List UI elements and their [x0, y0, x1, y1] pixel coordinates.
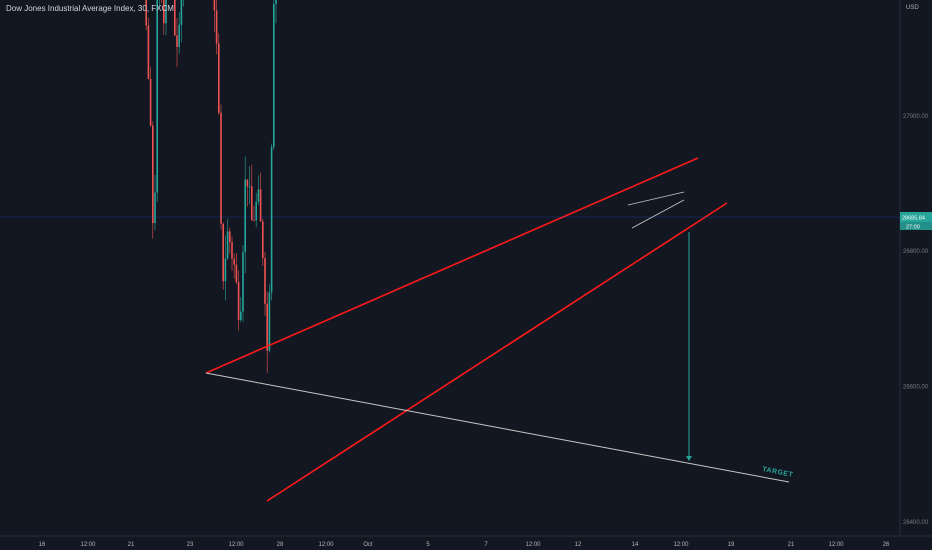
time-tick-label: 12:00 [525, 542, 541, 548]
time-tick-label: 23 [187, 542, 194, 548]
last-price-countdown: 27:00 [906, 225, 920, 231]
candle-up [270, 147, 273, 293]
candle-down [174, 0, 176, 36]
currency-label: USD [906, 5, 919, 11]
candle-down [176, 35, 178, 47]
candle-down [259, 189, 262, 222]
target-arrow-head [686, 456, 692, 461]
time-tick-label: 21 [128, 542, 135, 548]
candle-down [264, 258, 266, 304]
time-tick-label: 26 [883, 542, 890, 548]
drawings: TARGET [205, 157, 794, 502]
candle-up [178, 24, 180, 47]
candle-down [262, 221, 264, 259]
candle-up [275, 0, 277, 5]
candle-down [229, 231, 231, 243]
time-tick-label: 12:00 [228, 542, 244, 548]
candle-up [156, 0, 158, 193]
time-tick-label: 12:00 [318, 542, 334, 548]
time-tick-label: 19 [728, 542, 735, 548]
mini-wedge-upper[interactable] [627, 191, 685, 206]
time-tick-label: 14 [632, 542, 639, 548]
candle-down [213, 0, 216, 11]
price-tick-label: 26800.00 [903, 249, 929, 255]
time-tick-label: 12:00 [80, 542, 96, 548]
candle-up [248, 186, 251, 188]
candle-down [147, 25, 150, 80]
time-tick-label: 7 [484, 542, 488, 548]
time-tick-label: 5 [426, 542, 430, 548]
last-price-value: 28685.84 [902, 216, 925, 222]
candle-up [257, 189, 260, 202]
time-tick-label: 16 [39, 542, 46, 548]
candle-up [165, 0, 167, 24]
candle-down [266, 303, 268, 351]
candle-up [154, 192, 156, 224]
time-tick-label: 12:00 [673, 542, 689, 548]
candle-up [273, 4, 275, 148]
time-tick-label: Oct [363, 542, 373, 548]
candle-down [253, 220, 255, 222]
candle-down [163, 0, 165, 24]
candle-down [233, 258, 235, 265]
time-tick-label: 21 [788, 542, 795, 548]
candle-up [268, 292, 271, 351]
price-axis[interactable]: 26400.0026600.0026800.0027000.0027200.00… [899, 0, 929, 536]
price-tick-label: 26600.00 [903, 385, 929, 391]
descending-trend-line[interactable] [205, 372, 790, 483]
chart-title: Dow Jones Industrial Average Index, 30, … [6, 4, 174, 13]
candle-down [222, 223, 224, 282]
channel-lower-line[interactable] [266, 202, 728, 502]
candle-up [240, 311, 242, 320]
price-tick-label: 26400.00 [903, 520, 929, 526]
time-tick-label: 28 [277, 542, 284, 548]
channel-upper-line[interactable] [205, 157, 699, 374]
candles [145, 0, 277, 373]
last-price-tag: 28685.84 27:00 [900, 212, 932, 231]
candle-down [251, 186, 253, 221]
candle-up [224, 258, 227, 282]
candle-up [242, 252, 244, 312]
candle-up [180, 0, 183, 25]
time-tick-label: 12:00 [828, 542, 844, 548]
price-tick-label: 27000.00 [903, 114, 929, 120]
time-tick-label: 12 [575, 542, 582, 548]
time-axis[interactable]: 16 12:00 21 23 12:00 28 12:00 Oct 5 7 12:00 12 14 12:… [0, 535, 932, 548]
candle-down [149, 79, 152, 126]
candle-down [218, 43, 220, 113]
candle-down [152, 125, 154, 224]
candle-down [145, 0, 147, 26]
candle-down [220, 112, 222, 224]
candle-down [246, 179, 249, 187]
candle-down [237, 282, 240, 320]
candle-down [235, 264, 238, 283]
mini-wedge-lower[interactable] [631, 199, 685, 229]
candle-up [226, 231, 229, 259]
candle-up [244, 179, 246, 253]
candle-down [215, 10, 218, 44]
candle-down [231, 242, 233, 259]
candle-up [255, 201, 257, 221]
